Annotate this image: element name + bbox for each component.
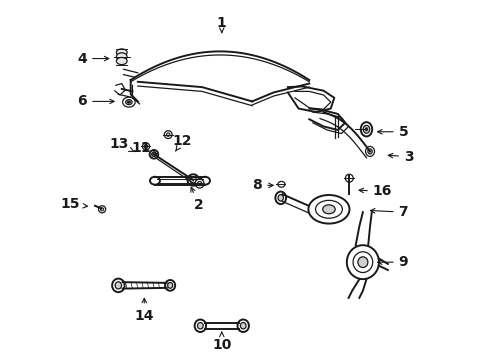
Text: 9: 9 [378, 255, 408, 269]
Ellipse shape [345, 174, 353, 182]
Ellipse shape [366, 147, 374, 157]
Text: 5: 5 [378, 125, 408, 139]
Ellipse shape [100, 208, 104, 211]
Ellipse shape [241, 323, 246, 329]
Ellipse shape [126, 100, 132, 105]
Ellipse shape [316, 201, 343, 218]
Ellipse shape [365, 128, 368, 131]
Text: 12: 12 [173, 134, 193, 151]
Ellipse shape [117, 49, 127, 56]
Ellipse shape [200, 177, 210, 185]
Ellipse shape [308, 195, 349, 224]
Text: 10: 10 [212, 332, 231, 352]
Text: 14: 14 [135, 298, 154, 323]
Ellipse shape [144, 145, 148, 148]
Ellipse shape [98, 206, 106, 213]
Ellipse shape [278, 195, 283, 201]
Ellipse shape [117, 58, 127, 64]
Ellipse shape [168, 283, 172, 288]
Ellipse shape [195, 179, 204, 188]
Ellipse shape [150, 177, 160, 185]
Ellipse shape [165, 280, 175, 291]
Ellipse shape [149, 150, 158, 158]
Ellipse shape [115, 282, 122, 289]
Ellipse shape [197, 323, 203, 329]
Ellipse shape [190, 177, 196, 183]
Ellipse shape [358, 257, 368, 267]
Ellipse shape [361, 122, 372, 136]
Text: 2: 2 [191, 187, 203, 212]
Ellipse shape [167, 133, 170, 136]
Text: 6: 6 [77, 94, 114, 108]
Ellipse shape [353, 252, 373, 273]
Text: 8: 8 [252, 178, 273, 192]
Text: 1: 1 [217, 16, 227, 33]
Ellipse shape [275, 192, 286, 204]
Ellipse shape [323, 205, 335, 214]
Ellipse shape [195, 319, 206, 332]
Text: 7: 7 [370, 205, 408, 219]
Ellipse shape [368, 149, 372, 154]
Ellipse shape [347, 245, 379, 279]
Ellipse shape [122, 97, 135, 107]
Ellipse shape [278, 181, 285, 187]
Text: 4: 4 [77, 51, 109, 66]
Ellipse shape [152, 152, 156, 157]
Ellipse shape [127, 101, 130, 103]
Text: 16: 16 [359, 184, 392, 198]
Ellipse shape [197, 181, 202, 186]
Text: 11: 11 [132, 141, 157, 155]
Text: 15: 15 [60, 197, 87, 211]
Text: 3: 3 [389, 150, 414, 164]
Ellipse shape [164, 131, 172, 139]
Ellipse shape [238, 319, 249, 332]
Ellipse shape [117, 53, 127, 61]
Ellipse shape [143, 143, 149, 150]
Ellipse shape [363, 125, 369, 133]
Ellipse shape [112, 279, 124, 292]
Text: 13: 13 [110, 137, 134, 152]
Ellipse shape [188, 174, 199, 186]
